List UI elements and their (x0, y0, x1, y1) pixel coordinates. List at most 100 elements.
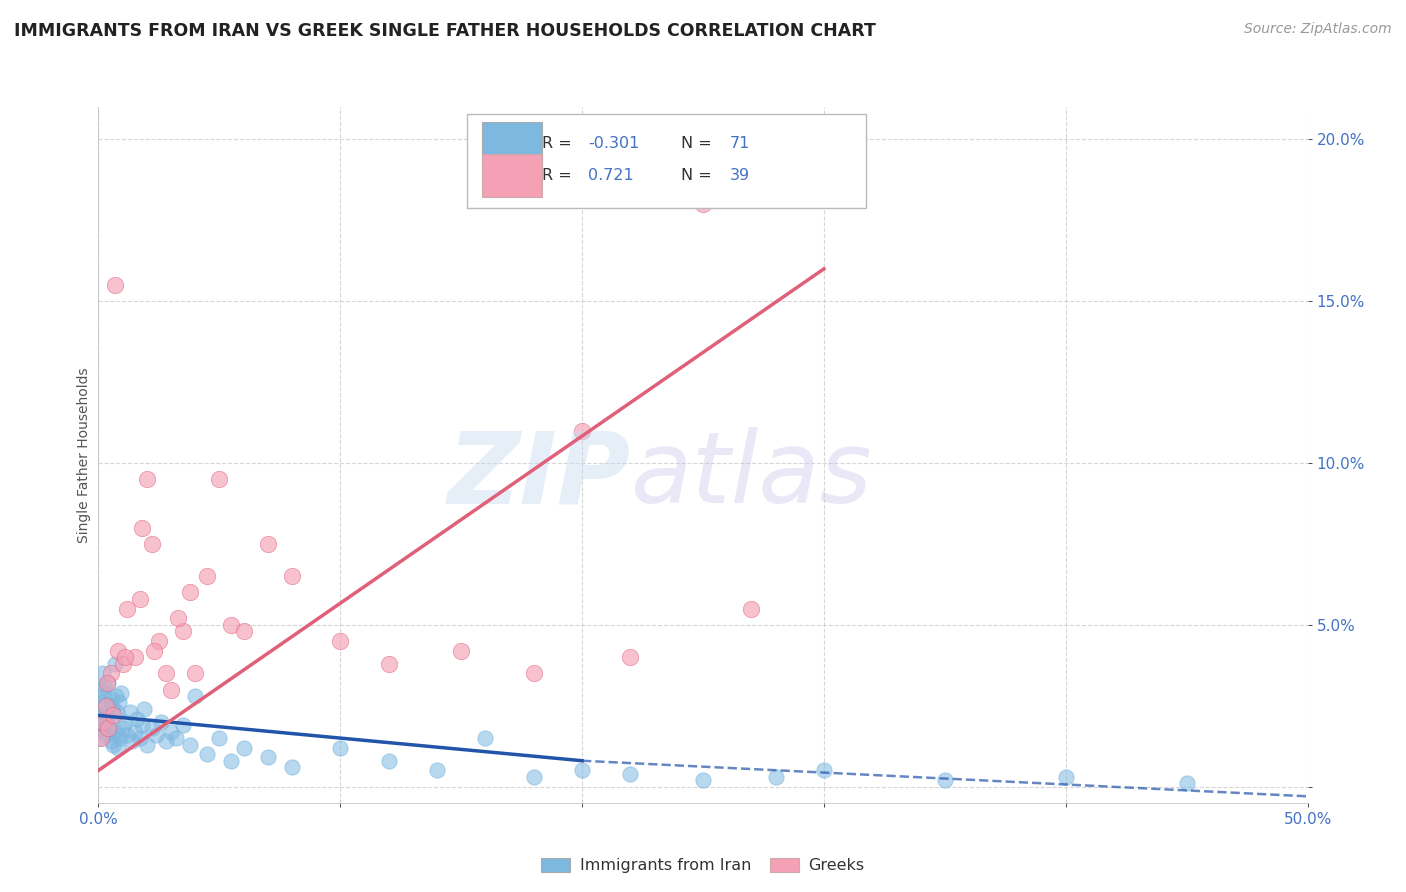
Point (90, 698, 112, 713)
Point (108, 696, 131, 710)
Point (128, 731, 150, 745)
Point (91, 708, 114, 723)
Point (619, 650, 641, 665)
Point (90, 696, 112, 710)
Point (104, 278, 127, 293)
Point (148, 634, 170, 648)
Text: IMMIGRANTS FROM IRAN VS GREEK SINGLE FATHER HOUSEHOLDS CORRELATION CHART: IMMIGRANTS FROM IRAN VS GREEK SINGLE FAT… (14, 22, 876, 40)
Point (179, 585, 201, 599)
Text: 39: 39 (730, 168, 749, 183)
Point (232, 624, 254, 639)
Point (1175, 776, 1198, 790)
Point (96, 676, 118, 690)
Point (523, 666, 546, 681)
Point (426, 764, 449, 778)
Point (256, 750, 278, 764)
Point (104, 657, 127, 671)
Point (89, 731, 111, 745)
FancyBboxPatch shape (467, 114, 866, 208)
Point (329, 634, 352, 648)
Point (1054, 770, 1077, 784)
Point (184, 666, 207, 681)
Point (145, 728, 167, 742)
Point (90, 682, 112, 697)
Point (377, 754, 399, 768)
Point (100, 698, 122, 713)
Point (97, 722, 120, 736)
Point (101, 708, 124, 723)
Point (195, 747, 218, 762)
Point (208, 731, 231, 745)
FancyBboxPatch shape (482, 153, 543, 197)
Point (450, 643, 472, 657)
Point (765, 770, 787, 784)
Point (141, 722, 163, 736)
Point (134, 702, 156, 716)
Point (91, 722, 114, 736)
Point (121, 734, 143, 748)
Point (124, 650, 146, 665)
Point (114, 650, 136, 665)
Point (103, 738, 125, 752)
Point (179, 738, 201, 752)
Point (256, 537, 278, 551)
Point (329, 740, 352, 755)
Point (813, 764, 835, 778)
Text: N =: N = (682, 136, 717, 151)
Point (135, 738, 157, 752)
Point (108, 731, 131, 745)
Y-axis label: Single Father Households: Single Father Households (77, 368, 91, 542)
Point (96, 712, 118, 726)
Point (160, 724, 183, 739)
Point (107, 643, 129, 657)
Point (114, 714, 136, 729)
Point (100, 692, 122, 706)
Point (117, 601, 139, 615)
Point (97, 724, 120, 739)
Point (165, 731, 187, 745)
Point (167, 611, 190, 625)
Point (934, 773, 956, 788)
Point (93, 689, 115, 703)
Point (111, 722, 134, 736)
Point (100, 734, 122, 748)
Point (172, 718, 194, 732)
Point (377, 657, 399, 671)
Point (281, 569, 304, 583)
Point (150, 714, 173, 729)
Point (124, 724, 146, 739)
Text: -0.301: -0.301 (588, 136, 640, 151)
Point (107, 728, 129, 742)
Point (160, 682, 183, 697)
Point (131, 718, 153, 732)
Point (89, 714, 111, 729)
Point (97, 676, 120, 690)
Point (94, 698, 117, 713)
Point (117, 728, 139, 742)
FancyBboxPatch shape (482, 121, 543, 165)
Point (172, 624, 194, 639)
Point (143, 643, 166, 657)
Point (523, 770, 546, 784)
Point (474, 731, 496, 745)
Point (90, 731, 112, 745)
Point (141, 537, 163, 551)
Point (94, 728, 117, 742)
Point (135, 472, 157, 486)
Point (103, 724, 125, 739)
Point (89, 708, 111, 723)
Point (692, 197, 714, 211)
Text: ZIP: ZIP (447, 427, 630, 524)
Text: N =: N = (682, 168, 717, 183)
Point (232, 740, 254, 755)
Point (105, 705, 128, 719)
Text: R =: R = (543, 168, 576, 183)
Point (740, 601, 762, 615)
Point (195, 569, 218, 583)
Point (107, 740, 129, 755)
Legend: Immigrants from Iran, Greeks: Immigrants from Iran, Greeks (534, 851, 872, 880)
Point (96, 714, 118, 729)
Point (208, 472, 231, 486)
Point (131, 521, 153, 535)
Point (221, 754, 243, 768)
